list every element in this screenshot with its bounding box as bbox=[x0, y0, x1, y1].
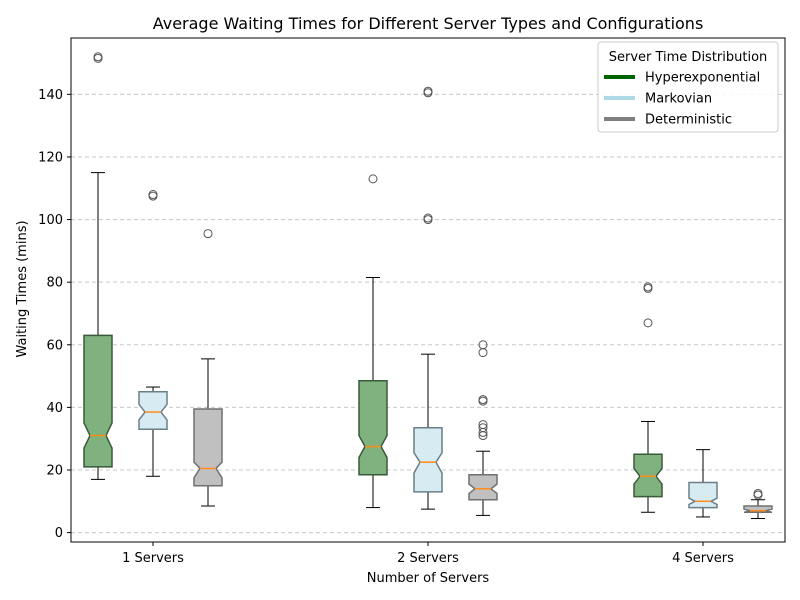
outlier-point bbox=[203, 229, 213, 239]
box-body bbox=[358, 380, 388, 476]
box-deterministic-3 bbox=[743, 488, 773, 520]
box-hyperexponential-1 bbox=[83, 52, 113, 480]
box-markovian-1 bbox=[138, 190, 168, 477]
outlier-point bbox=[643, 282, 653, 292]
box-hyperexponential-2 bbox=[358, 174, 388, 509]
plot-frame bbox=[70, 37, 786, 543]
legend: Server Time Distribution Hyperexponential… bbox=[597, 41, 779, 133]
box-body bbox=[633, 453, 663, 498]
y-tick-label: 80 bbox=[46, 276, 63, 291]
x-tick-label: 4 Servers bbox=[672, 551, 734, 566]
y-tick-label: 0 bbox=[55, 526, 63, 541]
box-deterministic-2 bbox=[468, 340, 498, 516]
outlier-point bbox=[753, 488, 763, 498]
box-hyperexponential-3 bbox=[633, 282, 663, 513]
legend-label: Markovian bbox=[645, 92, 712, 107]
x-axis-label: Number of Servers bbox=[367, 571, 490, 586]
x-tick-label: 1 Servers bbox=[122, 551, 184, 566]
box-body bbox=[193, 408, 223, 487]
outlier-point bbox=[423, 213, 433, 223]
outlier-point bbox=[643, 318, 653, 328]
chart-title: Average Waiting Times for Different Serv… bbox=[153, 14, 704, 33]
y-tick-label: 100 bbox=[38, 213, 63, 228]
x-tick-label: 2 Servers bbox=[397, 551, 459, 566]
outlier-point bbox=[478, 420, 488, 430]
box-body bbox=[468, 473, 498, 501]
y-tick-label: 120 bbox=[38, 150, 63, 165]
outlier-point bbox=[423, 86, 433, 96]
legend-label: Deterministic bbox=[645, 113, 732, 128]
y-tick-label: 140 bbox=[38, 88, 63, 103]
y-tick-label: 60 bbox=[46, 338, 63, 353]
outlier-point bbox=[93, 52, 103, 62]
box-layer bbox=[83, 52, 773, 520]
outlier-point bbox=[478, 423, 488, 433]
outlier-point bbox=[368, 174, 378, 184]
box-body bbox=[413, 426, 443, 493]
box-deterministic-1 bbox=[193, 229, 223, 507]
outlier-point bbox=[478, 340, 488, 350]
legend-frame bbox=[597, 41, 779, 133]
legend-label: Hyperexponential bbox=[645, 71, 760, 86]
box-body bbox=[688, 481, 718, 509]
box-body bbox=[83, 334, 113, 468]
outlier-point bbox=[478, 395, 488, 405]
outlier-point bbox=[148, 190, 158, 200]
legend-title: Server Time Distribution bbox=[609, 50, 768, 65]
box-body bbox=[138, 390, 168, 431]
y-tick-label: 20 bbox=[46, 464, 63, 479]
axis-layer: 0 20 40 60 80 100 120 140 1 Servers 2 Servers 4 Se… bbox=[38, 37, 786, 566]
box-markovian-2 bbox=[413, 86, 443, 510]
y-tick-label: 40 bbox=[46, 401, 63, 416]
y-axis-label: Waiting Times (mins) bbox=[15, 220, 30, 357]
box-markovian-3 bbox=[688, 449, 718, 518]
